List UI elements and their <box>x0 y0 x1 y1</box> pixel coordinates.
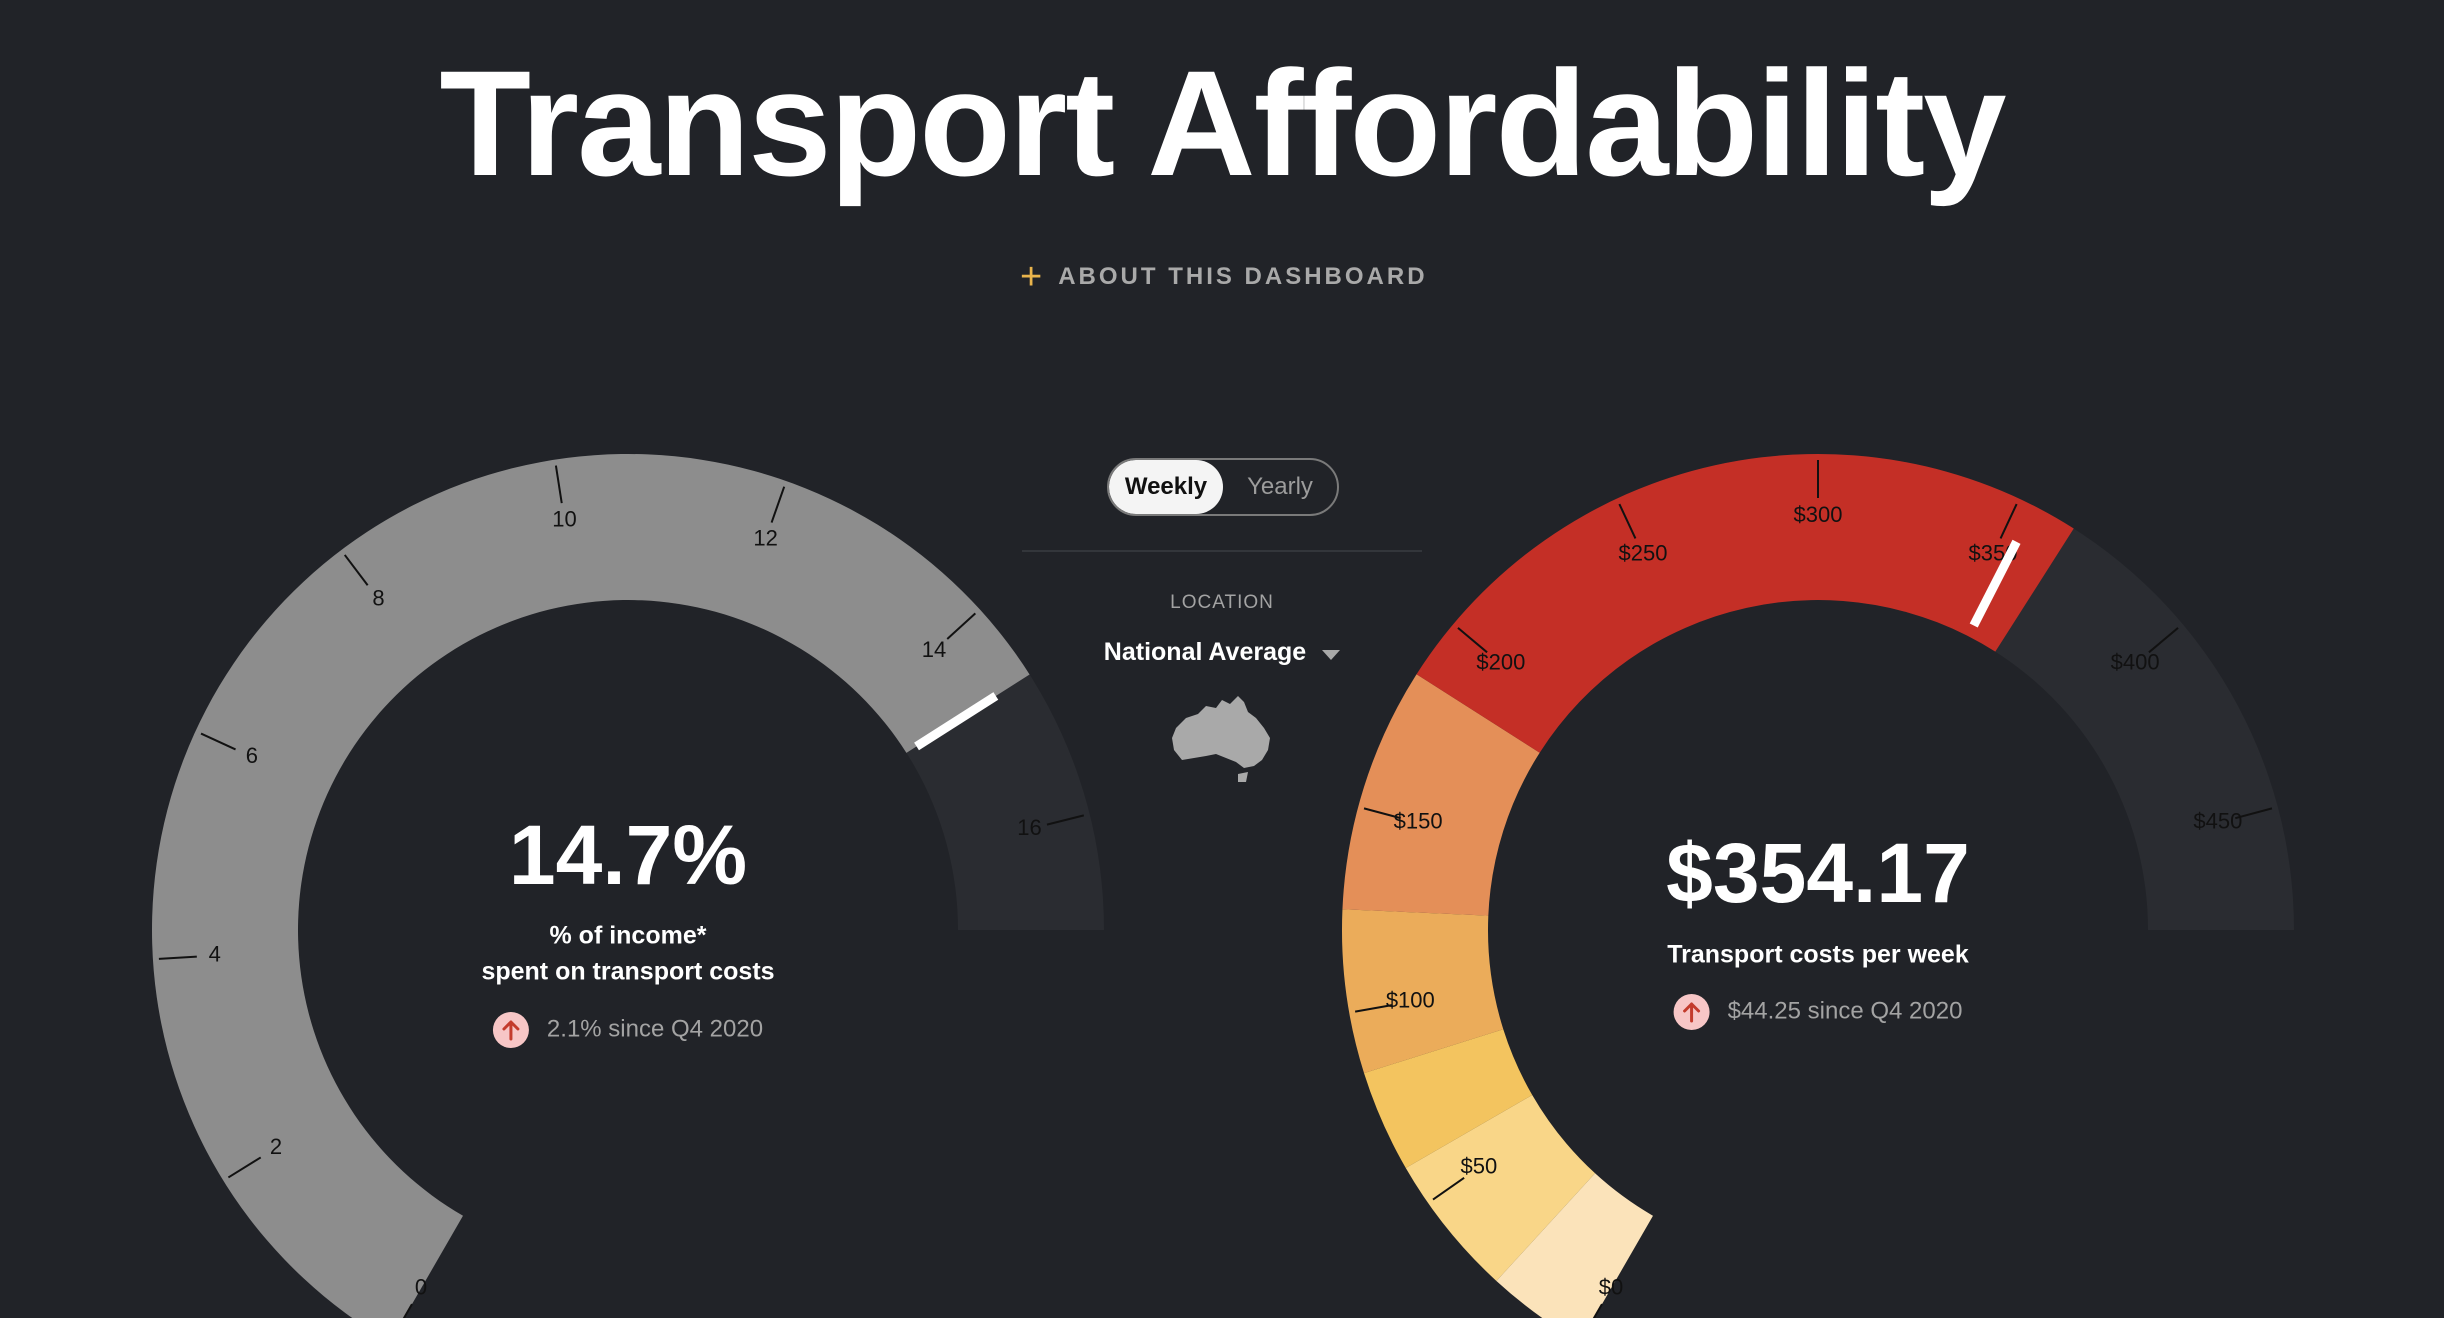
gauge-change-text: $44.25 since Q4 2020 <box>1728 997 1963 1024</box>
gauge-tick <box>1618 503 1637 539</box>
gauge-value: $354.17 <box>1666 826 1970 920</box>
income-gauge: 0 2 4 6 8 10 12 14 16 14.7% % of income* spent on t… <box>152 454 1104 1318</box>
gauge-tick-label: 0 <box>415 1274 427 1299</box>
plus-icon: + <box>1020 256 1043 298</box>
gauge-tick <box>1432 1176 1465 1201</box>
gauge-tick-label: 8 <box>372 585 384 610</box>
cost-gauge: $0$50$100$150$200$250$300$350$400$450$35… <box>1342 454 2294 1318</box>
location-label: LOCATION <box>1170 592 1274 613</box>
page-title: Transport Affordability <box>439 39 2006 207</box>
gauge-tick <box>1046 814 1085 826</box>
gauge-needle <box>914 692 999 751</box>
gauge-tick <box>1457 627 1488 654</box>
gauge-tick <box>2235 807 2273 820</box>
location-value: National Average <box>1103 638 1307 666</box>
gauge-tick <box>200 732 236 751</box>
about-dashboard-label: ABOUT THIS DASHBOARD <box>1058 263 1428 290</box>
gauge-tick-label: $0 <box>1599 1274 1623 1299</box>
gauge-tick <box>402 1303 413 1318</box>
gauge-band <box>1342 909 1504 1074</box>
gauge-tick-label: $300 <box>1794 502 1843 527</box>
period-option-yearly[interactable]: Yearly <box>1247 473 1313 500</box>
gauge-tick <box>2148 627 2179 654</box>
gauge-caption-secondary: spent on transport costs <box>481 958 774 986</box>
gauge-band <box>1342 674 1540 916</box>
gauge-tick-label: $250 <box>1619 541 1668 566</box>
gauge-tick-label: $150 <box>1394 809 1443 834</box>
chevron-down-icon <box>1322 649 1341 660</box>
gauge-tick <box>946 612 977 640</box>
gauge-tick-label: 6 <box>246 743 258 768</box>
gauge-band <box>1496 1173 1653 1318</box>
gauge-band <box>1405 1095 1596 1281</box>
gauge-tick-label: 10 <box>552 507 576 532</box>
gauge-tick <box>227 1156 262 1179</box>
gauge-tick <box>554 465 563 504</box>
gauge-value: 14.7% <box>509 808 747 902</box>
gauge-tick-label: 4 <box>209 941 221 966</box>
gauge-tick-label: 2 <box>270 1134 282 1159</box>
gauge-tick <box>1354 1004 1393 1013</box>
trend-up-icon <box>1673 994 1710 1030</box>
gauge-tick-label: $450 <box>2193 809 2242 834</box>
gauge-tick <box>1363 807 1401 820</box>
gauge-band <box>1364 1029 1533 1168</box>
location-select[interactable]: National Average <box>1022 638 1422 667</box>
gauge-caption: % of income* <box>550 922 707 950</box>
gauge-change-text: 2.1% since Q4 2020 <box>547 1015 763 1042</box>
about-dashboard-toggle[interactable]: + ABOUT THIS DASHBOARD <box>1020 258 1428 296</box>
gauge-tick <box>158 955 197 960</box>
gauge-tick-label: 14 <box>922 637 946 662</box>
gauge-tick <box>343 554 369 586</box>
period-option-weekly[interactable]: Weekly <box>1109 460 1223 514</box>
gauge-tick-label: $50 <box>1461 1153 1498 1178</box>
gauge-tick-label: $200 <box>1476 650 1525 675</box>
gauge-caption: Transport costs per week <box>1667 941 1969 969</box>
gauge-band <box>1416 454 2074 753</box>
gauge-tick-label: $400 <box>2111 650 2160 675</box>
gauge-fill <box>152 454 1030 1318</box>
gauge-needle <box>1969 539 2021 628</box>
gauge-tick-label: 16 <box>1017 815 1041 840</box>
gauge-tick <box>770 486 786 523</box>
gauge-tick-label: $100 <box>1386 988 1435 1013</box>
gauge-tick <box>1999 503 2018 539</box>
trend-up-icon <box>492 1012 529 1048</box>
controls-divider <box>1022 550 1422 552</box>
gauge-tick <box>1592 1303 1603 1318</box>
gauge-tick-label: 12 <box>753 525 777 550</box>
australia-map-icon <box>1172 696 1270 782</box>
period-toggle[interactable]: Weekly Yearly <box>1107 458 1339 516</box>
